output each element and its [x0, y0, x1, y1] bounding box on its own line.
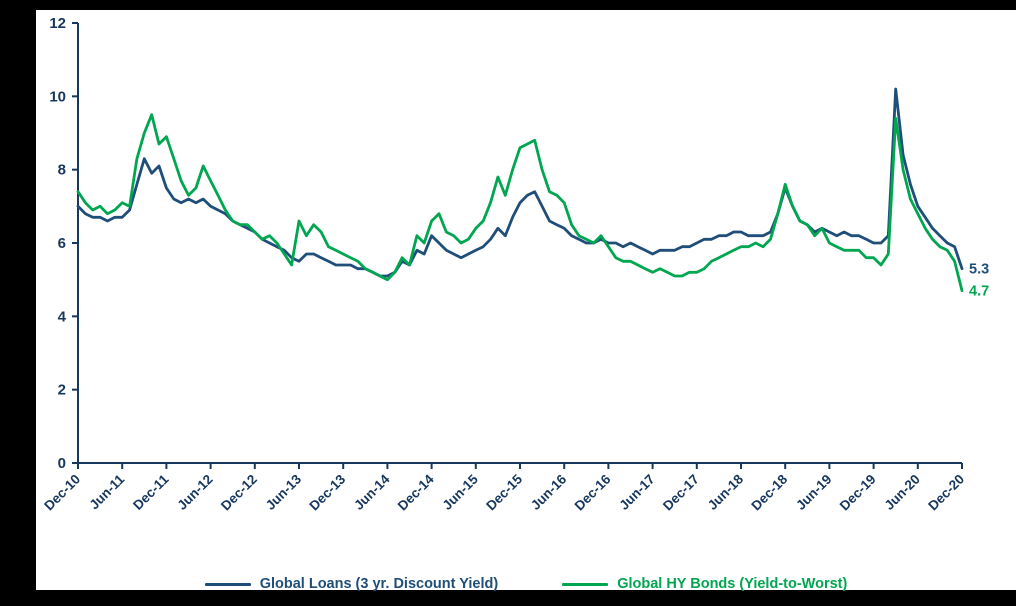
x-axis-tick-label: Jun-15: [440, 471, 482, 513]
x-axis-tick-label: Dec-15: [483, 471, 525, 513]
chart-panel: [36, 10, 1016, 590]
end-value-label-loans: 5.3: [969, 262, 989, 278]
y-axis-tick-label: 4: [58, 308, 67, 325]
legend-label-loans: Global Loans (3 yr. Discount Yield): [259, 576, 499, 592]
x-axis-tick-label: Dec-20: [925, 472, 967, 514]
legend-label-bonds: Global HY Bonds (Yield-to-Worst): [617, 576, 848, 592]
x-axis-tick-label: Jun-16: [528, 471, 570, 513]
x-axis-tick-label: Jun-12: [174, 472, 215, 513]
x-axis-tick-label: Jun-17: [616, 472, 657, 513]
end-value-label-bonds: 4.7: [969, 284, 989, 300]
y-axis-tick-label: 2: [58, 382, 66, 399]
x-axis-tick-label: Dec-12: [218, 472, 260, 514]
y-axis-tick-label: 8: [58, 162, 66, 179]
x-axis-tick-label: Jun-13: [263, 471, 305, 513]
bonds-line-swatch: [562, 582, 609, 586]
x-axis-tick-label: Jun-20: [882, 472, 923, 513]
x-axis-tick-label: Jun-18: [705, 471, 747, 513]
y-axis-tick-label: 6: [58, 235, 66, 252]
x-axis-tick-label: Dec-13: [306, 471, 348, 513]
x-axis-tick-label: Dec-11: [130, 471, 172, 513]
x-axis-tick-label: Dec-17: [660, 472, 702, 514]
legend-item-loans: Global Loans (3 yr. Discount Yield): [204, 576, 499, 592]
legend-item-bonds: Global HY Bonds (Yield-to-Worst): [562, 576, 847, 592]
x-axis-tick-label: Dec-18: [748, 471, 790, 513]
chart-legend: Global Loans (3 yr. Discount Yield) Glob…: [36, 576, 1016, 592]
y-axis-tick-label: 10: [49, 88, 66, 105]
x-axis-tick-label: Jun-19: [793, 472, 834, 513]
y-axis-tick-label: 12: [49, 15, 66, 32]
x-axis-tick-label: Dec-19: [837, 472, 879, 514]
series-line-global-loans: [76, 87, 964, 278]
y-axis-tick-label: 0: [58, 455, 66, 472]
loans-line-swatch: [204, 582, 251, 586]
x-axis-tick-label: Dec-14: [395, 471, 437, 513]
x-axis-tick-label: Dec-10: [41, 472, 83, 514]
x-axis-tick-label: Jun-11: [86, 471, 127, 512]
series-line-global-hy-bonds: [76, 113, 964, 293]
x-axis-tick-label: Jun-14: [351, 471, 393, 513]
x-axis-tick-label: Dec-16: [572, 471, 614, 513]
